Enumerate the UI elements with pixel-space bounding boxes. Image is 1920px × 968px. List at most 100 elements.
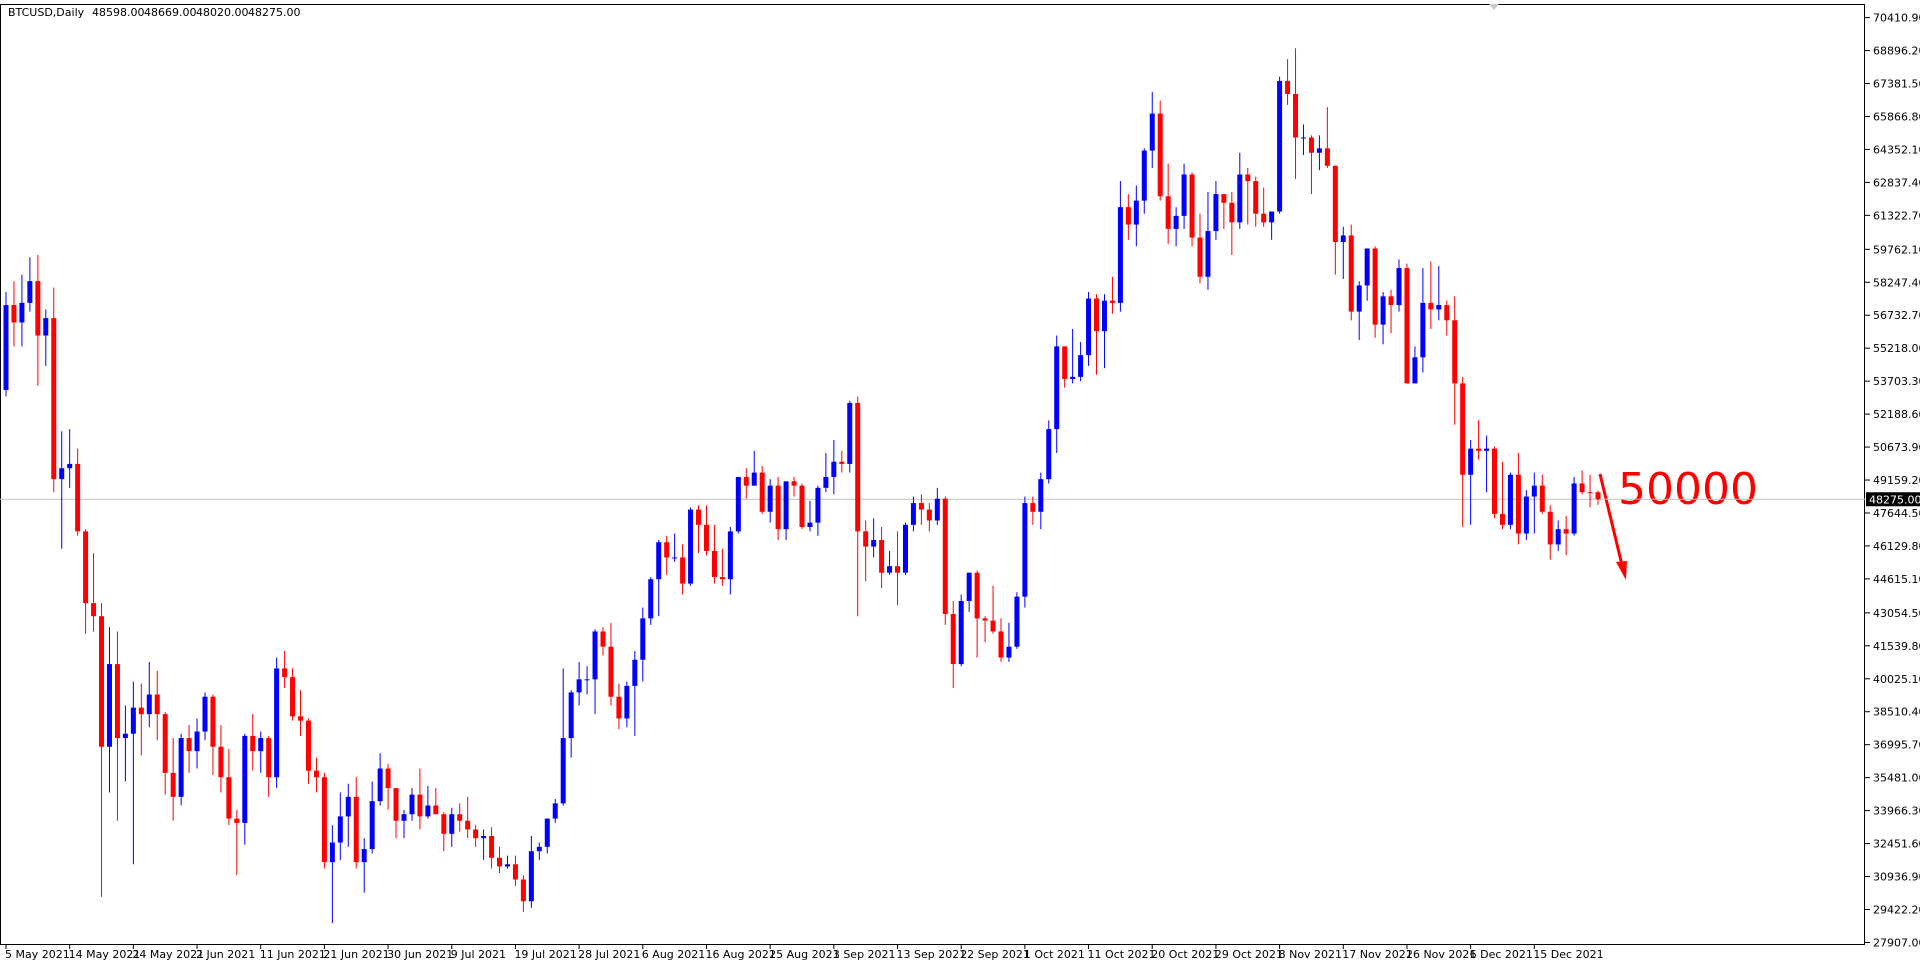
candle-body [1157, 113, 1163, 197]
candle-body [27, 281, 33, 303]
candle-body [759, 472, 765, 512]
candle-body [1364, 248, 1370, 286]
x-tick-label: 13 Sep 2021 [897, 948, 967, 961]
candle-body [982, 618, 988, 621]
candle-body [696, 509, 702, 525]
candle-body [504, 864, 510, 867]
candle-body [608, 646, 614, 697]
candle-body [154, 694, 160, 715]
candle-body [290, 677, 296, 717]
candle-body [926, 509, 932, 521]
candle-body [1062, 346, 1068, 380]
candle-body [831, 461, 837, 477]
y-tick-label: 41539.80 [1873, 640, 1920, 653]
y-tick-label: 38510.40 [1873, 706, 1920, 719]
candle-body [258, 738, 264, 752]
x-tick-label: 24 May 2021 [132, 948, 204, 961]
candle-body [99, 616, 105, 747]
candle-body [1046, 429, 1052, 480]
candle-body [1229, 202, 1235, 223]
candle-body [1030, 503, 1036, 512]
candle-body [274, 668, 280, 778]
candle-body [950, 614, 956, 665]
candle-body [1133, 200, 1139, 225]
y-tick-label: 32451.60 [1873, 838, 1920, 851]
candle-body [1340, 235, 1346, 242]
candle-body [815, 487, 821, 523]
candle-body [1141, 150, 1147, 201]
candle-body [122, 733, 128, 739]
candle-body [1197, 237, 1203, 277]
candle-body [743, 476, 749, 486]
candle-body [1149, 113, 1155, 151]
header-values: 48598.00 48669.00 48020.00 48275.00 [92, 6, 301, 19]
candle-body [902, 524, 908, 573]
candle-body [688, 509, 694, 584]
candle-body [43, 318, 49, 336]
candle-body [19, 302, 25, 323]
candle-body [1571, 483, 1577, 534]
x-tick-label: 2 Jun 2021 [196, 948, 255, 961]
candle-body [616, 696, 622, 719]
candle-body [401, 814, 407, 821]
candle-body [942, 498, 948, 615]
candle-body [210, 696, 216, 747]
candle-body [1316, 148, 1322, 153]
candle-body [433, 805, 439, 815]
price-label-bg [1866, 492, 1920, 507]
candle-body [3, 305, 9, 390]
candle-body [75, 463, 81, 532]
candle-body [1523, 496, 1529, 534]
candle-body [1253, 181, 1259, 214]
candle-body [966, 572, 972, 601]
chart-title: BTCUSD,Daily [8, 6, 85, 19]
candle-body [560, 738, 566, 804]
candle-body [234, 818, 240, 823]
candle-body [1356, 285, 1362, 312]
candle-body [719, 577, 725, 580]
y-tick-label: 53703.30 [1873, 375, 1920, 388]
y-tick-label: 49159.20 [1873, 474, 1920, 487]
y-tick-label: 65866.80 [1873, 110, 1920, 123]
price-label: 48275.00 [1869, 493, 1920, 506]
candle-body [839, 461, 845, 464]
candle-body [481, 835, 487, 839]
y-tick-label: 30936.90 [1873, 871, 1920, 884]
candle-body [1277, 80, 1283, 212]
candle-body [711, 550, 717, 578]
y-tick-label: 55218.00 [1873, 342, 1920, 355]
candle-body [799, 485, 805, 528]
x-tick-label: 21 Jun 2021 [323, 948, 389, 961]
x-tick-label: 17 Nov 2021 [1342, 948, 1412, 961]
candle-body [783, 481, 789, 530]
x-tick-label: 26 Nov 2021 [1406, 948, 1476, 961]
x-tick-label: 5 May 2021 [5, 948, 70, 961]
candle-body [1579, 483, 1585, 493]
y-tick-label: 70410.90 [1873, 12, 1920, 25]
candle-body [449, 814, 455, 834]
candle-body [592, 631, 598, 680]
candle-body [83, 531, 89, 604]
candle-body [67, 463, 73, 469]
candle-body [369, 801, 375, 850]
candle-body [1086, 298, 1092, 356]
y-tick-label: 46129.80 [1873, 540, 1920, 553]
candle-body [1189, 174, 1195, 238]
y-tick-label: 40025.10 [1873, 673, 1920, 686]
x-tick-label: 16 Aug 2021 [705, 948, 775, 961]
y-tick-label: 44615.10 [1873, 573, 1920, 586]
candle-body [473, 829, 479, 839]
x-tick-label: 22 Sep 2021 [960, 948, 1030, 961]
candle-body [974, 572, 980, 619]
candle-body [1404, 268, 1410, 384]
candle-body [727, 531, 733, 580]
candle-body [345, 796, 351, 817]
x-tick-label: 8 Nov 2021 [1279, 948, 1342, 961]
x-tick-label: 6 Aug 2021 [642, 948, 705, 961]
candle-body [1531, 485, 1537, 497]
candle-body [855, 402, 861, 532]
candle-body [226, 777, 232, 819]
y-tick-label: 61322.70 [1873, 209, 1920, 222]
